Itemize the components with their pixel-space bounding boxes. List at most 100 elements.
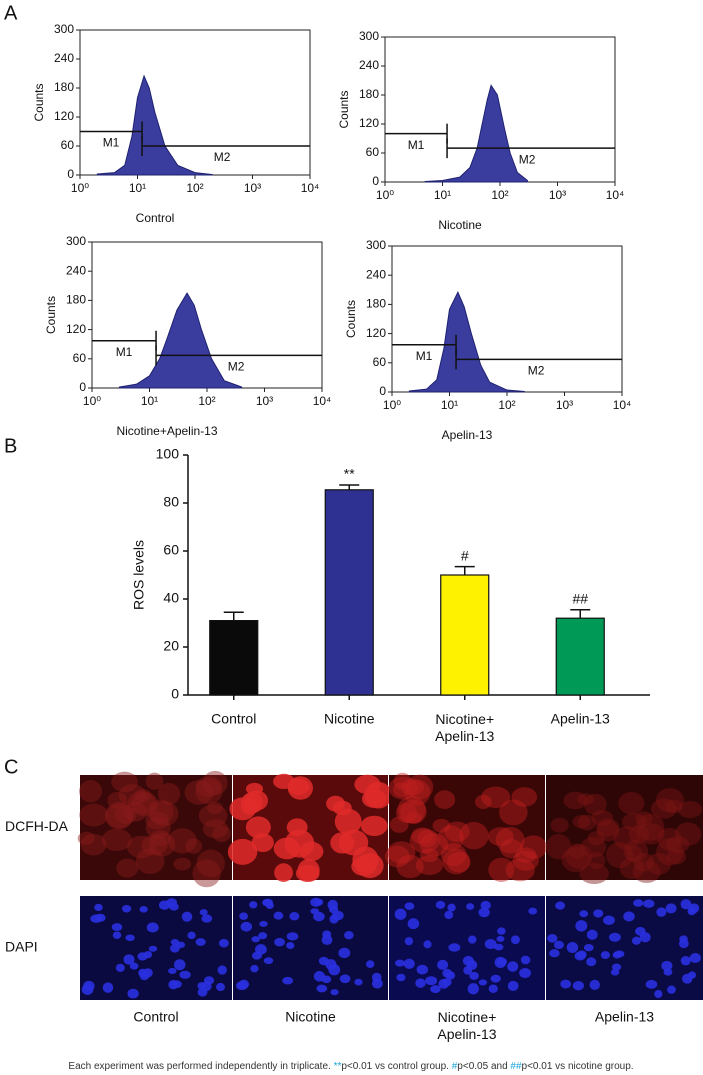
cell — [407, 918, 420, 930]
cell — [437, 825, 464, 851]
cell — [406, 774, 434, 800]
cell — [102, 982, 114, 993]
cell — [655, 788, 685, 813]
significance-mark: # — [461, 547, 469, 563]
x-tick-label: 10³ — [244, 181, 261, 195]
cell — [488, 984, 498, 993]
cell — [121, 904, 132, 913]
cell — [628, 825, 650, 844]
cell — [339, 974, 351, 984]
y-tick-label: 240 — [359, 58, 379, 72]
x-tick-label: 10⁴ — [301, 181, 320, 195]
row-label: DCFH-DA — [5, 818, 69, 834]
cell — [185, 838, 203, 854]
cell — [490, 974, 501, 983]
cell — [631, 936, 641, 945]
cell — [396, 973, 406, 982]
cell — [395, 802, 417, 824]
cell — [118, 784, 147, 807]
cell — [496, 935, 505, 942]
cell — [646, 853, 672, 875]
y-tick-label: 60 — [366, 145, 380, 159]
cell — [400, 799, 427, 824]
cell — [326, 795, 345, 812]
bar — [209, 619, 259, 696]
cell — [447, 903, 456, 912]
cell — [507, 980, 519, 992]
cell — [217, 965, 227, 975]
cell — [126, 835, 157, 859]
cell — [94, 903, 103, 912]
y-tick-label: 240 — [66, 263, 86, 277]
cell — [389, 816, 409, 833]
cell — [352, 846, 379, 873]
cell — [499, 799, 528, 826]
cell — [273, 773, 295, 790]
cell — [550, 817, 569, 833]
cell — [596, 818, 620, 837]
cell — [143, 950, 153, 959]
cell — [667, 985, 676, 994]
cell — [150, 801, 179, 827]
cell — [125, 934, 135, 942]
cell — [591, 810, 614, 826]
x-tick-label: 10⁴ — [606, 188, 625, 202]
cell — [633, 853, 655, 872]
y-tick-label: 120 — [359, 116, 379, 130]
cell — [635, 926, 646, 936]
cell — [167, 828, 197, 854]
y-tick-label: 180 — [359, 87, 379, 101]
gate-label: M1 — [408, 138, 425, 152]
micrograph-bg — [546, 775, 703, 880]
cell — [680, 955, 691, 966]
x-tick-label: 10¹ — [441, 398, 458, 412]
y-tick-label: 240 — [54, 51, 74, 65]
cell — [404, 779, 431, 806]
cell — [365, 960, 375, 969]
cell — [555, 901, 566, 910]
histogram-area — [424, 84, 528, 183]
cell — [666, 836, 690, 854]
cell — [425, 976, 438, 986]
cell — [680, 899, 692, 910]
gate-label: M2 — [519, 152, 536, 166]
cell — [284, 829, 315, 858]
cell — [218, 938, 229, 948]
cell — [445, 971, 456, 980]
gate-label: M1 — [416, 349, 433, 363]
cell — [401, 778, 425, 796]
cell — [394, 908, 407, 920]
cell — [127, 988, 139, 999]
histogram-area — [96, 74, 213, 176]
cell — [106, 803, 134, 829]
cell — [216, 982, 225, 992]
cell — [689, 953, 701, 963]
x-tick-label: 10² — [491, 188, 508, 202]
cell — [134, 789, 152, 802]
cell — [568, 843, 586, 859]
cell — [657, 827, 682, 851]
cell — [168, 967, 177, 975]
y-tick-label: 100 — [156, 446, 180, 462]
cell — [274, 863, 293, 883]
cell — [481, 786, 511, 809]
cell — [625, 845, 643, 862]
cell — [158, 900, 171, 910]
cell — [129, 962, 139, 970]
cell — [135, 848, 165, 875]
cell — [179, 970, 191, 979]
cell — [563, 791, 588, 810]
x-tick-label: 10⁰ — [83, 394, 101, 408]
column-label: Apelin-13 — [595, 1009, 654, 1025]
cell — [195, 938, 206, 946]
column-label: Nicotine — [285, 1009, 336, 1025]
cell — [613, 826, 640, 851]
x-axis-label: Apelin-13 — [442, 428, 493, 442]
panel-label: B — [4, 435, 17, 457]
x-tick-label: 10¹ — [434, 188, 451, 202]
cell — [497, 957, 508, 966]
cell — [344, 931, 354, 940]
cell — [478, 979, 488, 986]
cell — [589, 979, 600, 991]
cell — [474, 794, 492, 810]
